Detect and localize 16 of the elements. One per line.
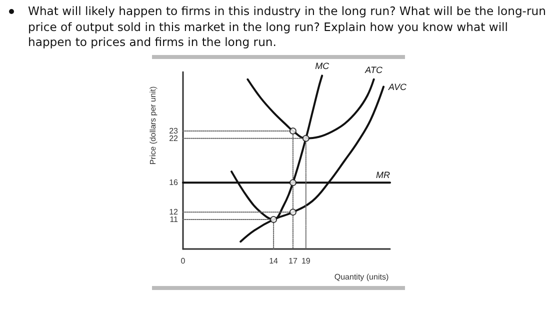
y-tick-label: 12	[169, 208, 179, 217]
y-tick-label: 16	[169, 178, 179, 188]
y-tick-label: 22	[169, 134, 179, 143]
x-tick-label: 0	[180, 256, 186, 266]
series-label: MR	[376, 170, 390, 180]
x-tick-label: 19	[301, 256, 311, 266]
y-axis-title: Price (dollars per unit)	[148, 86, 158, 165]
series-label: AVC	[388, 82, 408, 92]
series-label: ATC	[364, 64, 383, 75]
y-tick-label: 11	[170, 215, 179, 224]
x-tick-label: 17	[288, 256, 298, 266]
x-axis-title: Quantity (units)	[334, 272, 389, 282]
chart-title: What will likely happen to firms in this industry in the long run? What will be the long-run price of output sold in this market in the long run? Explain how you know what will happen to prices and firms in the long run.	[28, 4, 547, 50]
x-tick-label: 14	[269, 256, 279, 266]
series-label: MC	[315, 61, 330, 72]
y-tick-label: 23	[169, 126, 179, 136]
